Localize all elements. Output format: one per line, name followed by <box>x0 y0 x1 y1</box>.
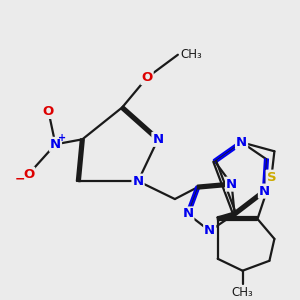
Text: O: O <box>23 168 34 181</box>
Text: N: N <box>236 136 247 149</box>
Text: N: N <box>133 175 144 188</box>
Text: N: N <box>152 133 164 146</box>
Text: O: O <box>141 71 153 84</box>
Text: N: N <box>204 224 215 237</box>
Text: +: + <box>58 133 66 143</box>
Text: O: O <box>43 105 54 118</box>
Text: N: N <box>259 184 270 198</box>
Text: S: S <box>267 171 276 184</box>
Text: N: N <box>226 178 237 190</box>
Text: N: N <box>50 138 61 151</box>
Text: N: N <box>182 208 194 220</box>
Text: CH₃: CH₃ <box>180 48 202 61</box>
Text: −: − <box>14 172 25 185</box>
Text: CH₃: CH₃ <box>232 286 253 298</box>
